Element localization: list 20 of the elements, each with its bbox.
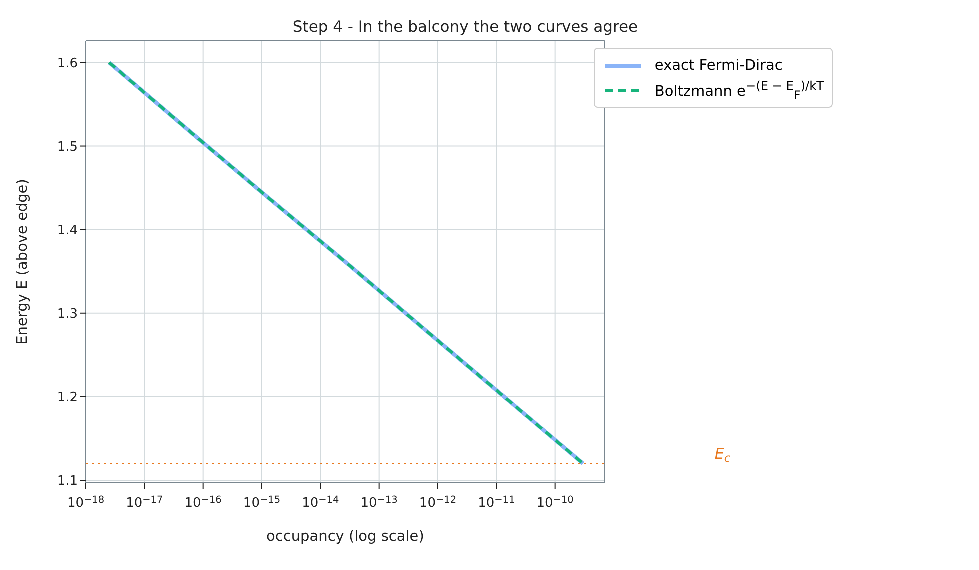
x-tick-label: 10$^{−12}$ — [419, 494, 457, 511]
y-axis-title: Energy E (above edge) — [15, 179, 32, 345]
y-tick-label: 1.2 — [57, 390, 78, 406]
x-tick-label: 10$^{−13}$ — [360, 494, 398, 511]
y-tick-label: 1.3 — [57, 307, 78, 322]
x-tick-label: 10$^{−10}$ — [536, 494, 574, 511]
y-tick-label: 1.1 — [57, 474, 78, 490]
ref-line-label: E$_{c}$ — [714, 444, 732, 465]
x-tick-label: 10$^{−18}$ — [67, 494, 105, 511]
x-tick-label: 10$^{−14}$ — [302, 494, 340, 511]
y-tick-label: 1.4 — [57, 223, 78, 238]
legend-label: exact Fermi-Dirac — [654, 58, 783, 74]
y-tick-label: 1.5 — [57, 140, 78, 155]
x-tick-label: 10$^{−11}$ — [478, 494, 516, 511]
x-tick-label: 10$^{−16}$ — [184, 494, 222, 511]
x-axis-title: occupancy (log scale) — [266, 529, 424, 545]
x-tick-label: 10$^{−17}$ — [126, 494, 164, 511]
y-tick-label: 1.6 — [57, 56, 78, 72]
x-tick-label: 10$^{−15}$ — [243, 494, 281, 511]
chart-title: Step 4 - In the balcony the two curves agree — [292, 18, 640, 36]
